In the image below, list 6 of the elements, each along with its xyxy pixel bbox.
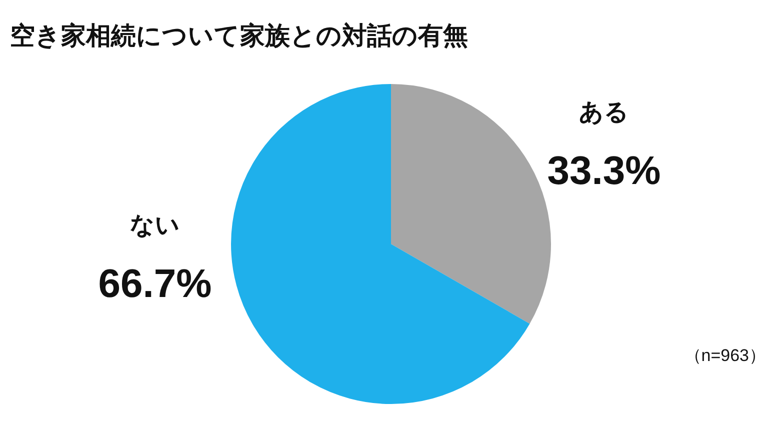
chart-title: 空き家相続について家族との対話の有無: [10, 22, 468, 50]
data-label: 66.7%: [98, 262, 212, 306]
slice-label: ある: [579, 99, 629, 126]
text: （n=963）: [684, 346, 766, 365]
data-label: 33.3%: [547, 149, 661, 193]
slice-label: ない: [130, 212, 180, 239]
